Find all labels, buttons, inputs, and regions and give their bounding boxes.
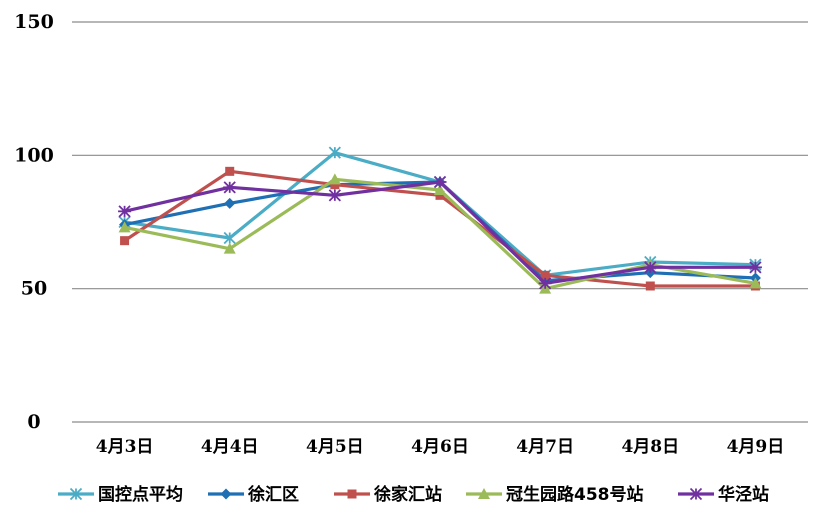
data-point xyxy=(330,180,340,190)
legend-label: 冠生园路458号站 xyxy=(506,484,644,505)
data-point xyxy=(118,221,131,233)
data-point xyxy=(223,231,236,245)
legend-marker xyxy=(347,489,357,499)
data-point xyxy=(328,146,341,159)
x-tick-label: 4月3日 xyxy=(96,437,154,457)
legend-item: 华泾站 xyxy=(678,484,769,505)
data-point xyxy=(223,242,236,254)
legend-marker xyxy=(220,488,232,500)
x-tick-label: 4月9日 xyxy=(727,437,785,457)
legend-label: 国控点平均 xyxy=(98,484,183,505)
data-point xyxy=(224,197,236,209)
y-tick-label: 100 xyxy=(14,144,54,166)
data-point xyxy=(434,184,446,195)
x-tick-label: 4月4日 xyxy=(201,437,259,457)
data-point xyxy=(643,261,657,274)
x-tick-label: 4月7日 xyxy=(516,437,574,457)
legend-item: 徐汇区 xyxy=(208,484,299,505)
data-point xyxy=(328,173,341,185)
x-tick-label: 4月5日 xyxy=(306,437,364,457)
data-point xyxy=(120,236,130,246)
legend-item: 徐家汇站 xyxy=(334,484,442,505)
series-0 xyxy=(118,146,762,282)
legend-marker xyxy=(69,487,83,501)
gridlines xyxy=(72,21,808,423)
data-point xyxy=(328,189,342,202)
series-4 xyxy=(118,175,762,290)
legend-label: 华泾站 xyxy=(718,484,769,505)
data-point xyxy=(749,277,762,289)
series-line xyxy=(124,151,756,277)
data-point xyxy=(118,205,132,218)
series-group xyxy=(118,146,762,294)
legend-item: 冠生园路458号站 xyxy=(466,484,644,505)
data-point xyxy=(223,181,237,194)
legend-label: 徐汇区 xyxy=(247,484,299,505)
x-axis-ticks: 4月3日 4月4日 4月5日 4月6日 4月7日 4月8日 4月9日 xyxy=(96,437,785,457)
x-tick-label: 4月6日 xyxy=(411,437,469,457)
legend-marker xyxy=(478,488,490,499)
legend-marker xyxy=(689,487,703,501)
legend-label: 徐家汇站 xyxy=(373,484,442,505)
data-point xyxy=(748,261,762,274)
y-tick-label: 150 xyxy=(14,11,54,33)
x-tick-label: 4月8日 xyxy=(621,437,679,457)
data-point xyxy=(645,281,655,291)
data-point xyxy=(433,175,447,189)
legend-item: 国控点平均 xyxy=(58,484,183,505)
data-point xyxy=(435,190,445,200)
data-point xyxy=(225,166,235,176)
y-axis-ticks: 0 50 100 150 xyxy=(14,11,54,433)
data-point xyxy=(540,270,550,280)
y-tick-label: 50 xyxy=(21,278,47,300)
data-point xyxy=(538,277,552,290)
legend: 国控点平均 徐汇区 徐家汇站 冠生园路458号站 华泾站 xyxy=(58,484,769,505)
y-tick-label: 0 xyxy=(27,411,40,433)
